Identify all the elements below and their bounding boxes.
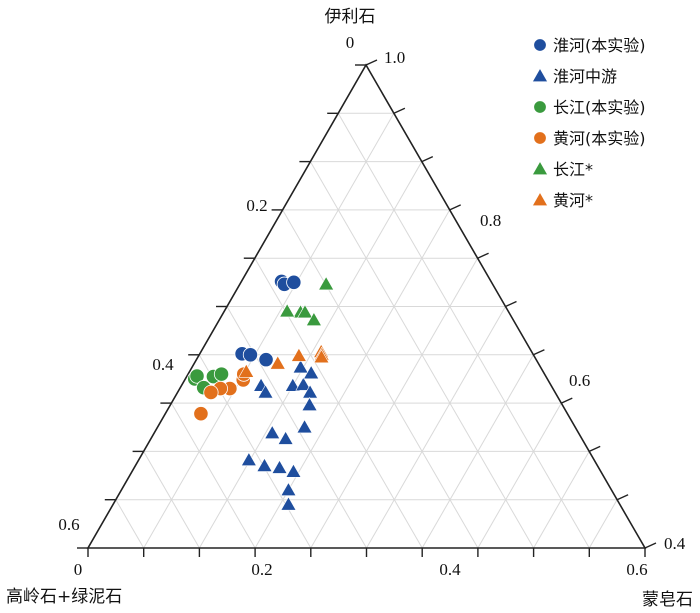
grid-lines <box>115 112 618 549</box>
tick-right-0 <box>644 542 657 549</box>
grid-line-smectite-6 <box>421 354 534 549</box>
grid-line-kaolinite-3 <box>282 209 479 549</box>
bottom-tick-label-3: 0.6 <box>626 560 647 579</box>
apex-labels: 伊利石 高岭石+绿泥石 蒙皂石 <box>6 7 693 610</box>
left-tick-label-3: 0.6 <box>58 515 79 534</box>
grid-line-smectite-1 <box>143 113 395 549</box>
right-tick-label-3: 0.4 <box>664 534 686 553</box>
point-series-1-11 <box>285 463 302 478</box>
legend-marker-0 <box>533 38 547 52</box>
grid-line-smectite-7 <box>477 402 562 549</box>
legend-marker-2 <box>533 100 547 114</box>
point-series-1-10 <box>271 459 288 474</box>
grid-line-smectite-8 <box>533 451 590 549</box>
point-series-1-5 <box>301 396 318 411</box>
apex-label-top: 伊利石 <box>325 7 376 27</box>
grid-line-kaolinite-1 <box>337 113 590 549</box>
legend-label-5: 黄河* <box>553 191 593 210</box>
point-series-1-0 <box>292 359 309 374</box>
legend-label-1: 淮河中游 <box>553 67 617 86</box>
point-series-4-4 <box>279 303 296 318</box>
point-series-1-15 <box>257 384 274 399</box>
point-series-4-2 <box>296 304 314 319</box>
right-tick-label-0: 1.0 <box>384 48 405 67</box>
legend-marker-3 <box>533 131 547 145</box>
grid-line-smectite-9 <box>588 499 618 549</box>
point-series-0-5 <box>258 352 274 368</box>
legend-label-2: 长江(本实验) <box>553 98 646 117</box>
point-series-4-0 <box>318 276 335 291</box>
legend-marker-5 <box>531 191 549 206</box>
tick-right-6 <box>477 252 489 259</box>
point-series-0-2 <box>286 274 302 290</box>
bottom-tick-label-2: 0.4 <box>439 560 461 579</box>
tick-right-7 <box>449 204 461 211</box>
legend-marker-4 <box>531 160 549 175</box>
point-series-2-1 <box>189 368 205 384</box>
left-tick-label-0: 0 <box>346 33 355 52</box>
point-series-1-3 <box>303 365 320 380</box>
apex-label-right: 蒙皂石 <box>642 590 693 610</box>
left-tick-label-1: 0.2 <box>246 196 267 215</box>
tick-right-10 <box>365 59 378 66</box>
point-series-1-13 <box>280 496 297 511</box>
tick-right-9 <box>393 107 406 114</box>
legend-label-0: 淮河(本实验) <box>553 36 646 55</box>
bottom-tick-label-1: 0.2 <box>251 560 272 579</box>
tick-labels: 0 0.2 0.4 0.6 1.0 0.8 0.6 0.4 0 0.2 0.4 … <box>58 33 685 579</box>
point-series-5-2 <box>313 349 330 364</box>
right-tick-label-1: 0.8 <box>480 211 501 230</box>
legend-label-3: 黄河(本实验) <box>553 129 646 148</box>
point-series-1-8 <box>264 424 281 439</box>
grid-line-kaolinite-8 <box>143 451 200 549</box>
legend-label-4: 长江* <box>553 160 593 179</box>
grid-line-smectite-5 <box>366 306 506 549</box>
point-series-0-4 <box>242 347 259 363</box>
point-series-3-5 <box>193 406 209 422</box>
point-series-1-6 <box>296 419 313 434</box>
point-series-5-4 <box>269 355 286 370</box>
tick-right-8 <box>421 155 434 163</box>
tick-right-2 <box>588 445 601 453</box>
point-series-1-7 <box>277 430 294 445</box>
point-series-1-16 <box>256 457 273 472</box>
right-tick-label-2: 0.6 <box>569 371 590 390</box>
tick-marks <box>77 59 657 557</box>
grid-line-kaolinite-7 <box>170 402 256 549</box>
tick-right-1 <box>616 494 629 501</box>
tick-right-4 <box>533 349 545 356</box>
bottom-tick-label-0: 0 <box>74 560 83 579</box>
point-series-1-2 <box>295 376 312 391</box>
grid-line-kaolinite-5 <box>226 306 367 549</box>
tick-right-3 <box>561 397 573 404</box>
point-series-1-1 <box>284 377 301 392</box>
point-series-3-4 <box>203 384 219 401</box>
tick-right-5 <box>505 300 517 308</box>
legend-marker-1 <box>531 67 549 82</box>
point-series-4-3 <box>305 311 322 326</box>
point-series-5-5 <box>238 363 255 378</box>
left-tick-label-2: 0.4 <box>152 355 174 374</box>
point-series-2-4 <box>213 366 230 382</box>
grid-line-smectite-3 <box>254 209 451 549</box>
point-series-5-3 <box>290 347 307 362</box>
apex-label-left: 高岭石+绿泥石 <box>6 587 122 607</box>
point-series-1-9 <box>240 451 257 467</box>
grid-line-kaolinite-9 <box>115 499 145 549</box>
data-points <box>187 273 335 511</box>
point-series-1-12 <box>280 481 297 496</box>
